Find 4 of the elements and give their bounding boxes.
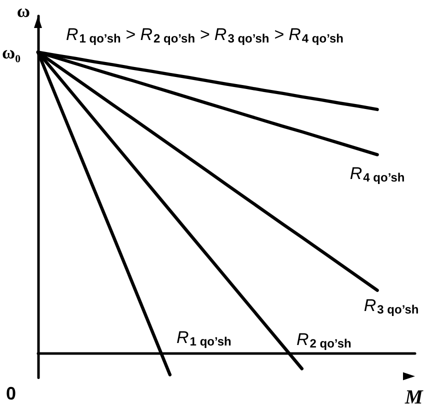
text: 0 — [6, 383, 16, 404]
x-axis-title: M — [404, 386, 424, 406]
text: ω₀ — [2, 42, 21, 63]
y-axis-title: ω — [16, 1, 30, 21]
